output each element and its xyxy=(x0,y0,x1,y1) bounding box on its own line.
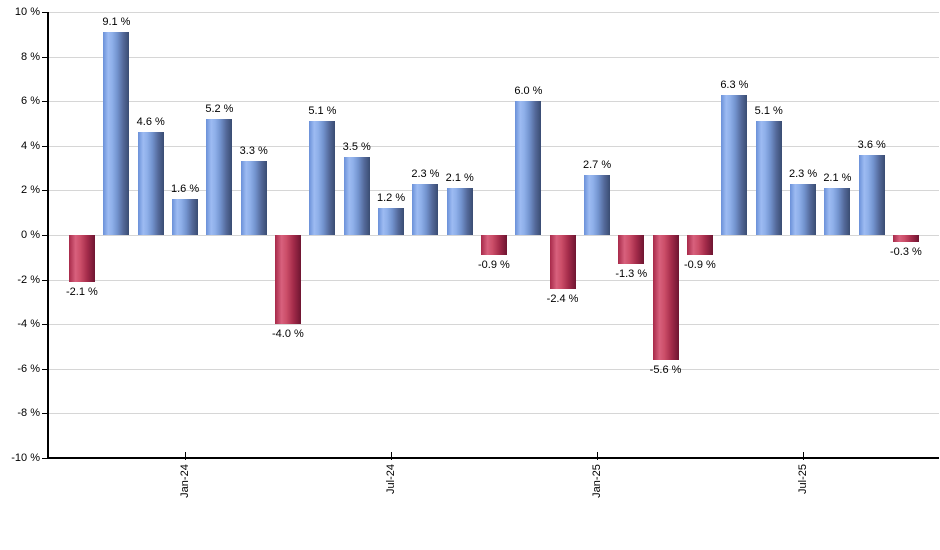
bar-value-label: -0.3 % xyxy=(889,245,922,258)
bar xyxy=(103,32,130,235)
bar xyxy=(69,235,95,282)
bar-value-label: -2.1 % xyxy=(66,285,98,298)
bar xyxy=(755,121,782,235)
bar xyxy=(858,154,885,235)
y-axis-tick xyxy=(42,12,47,13)
bar xyxy=(686,235,713,256)
x-axis-tick xyxy=(802,452,804,460)
bar-value-label: 2.3 % xyxy=(788,167,818,180)
bar xyxy=(274,235,301,325)
x-tick-label: Jan-25 xyxy=(590,464,603,498)
bar xyxy=(789,183,816,235)
y-tick-label: -4 % xyxy=(17,318,40,331)
bar-value-label: 6.3 % xyxy=(720,78,749,91)
bar-value-label: -4.0 % xyxy=(271,328,304,341)
y-tick-label: -8 % xyxy=(17,407,40,420)
bar-value-label: 2.1 % xyxy=(445,172,474,185)
bar-value-label: 2.3 % xyxy=(411,167,440,180)
bar-value-label: 5.1 % xyxy=(308,105,337,118)
bar-value-label: -0.9 % xyxy=(683,259,716,272)
bar xyxy=(652,235,679,360)
gridline xyxy=(48,324,939,326)
bar xyxy=(377,208,404,235)
y-axis-tick xyxy=(42,458,47,459)
bar-value-label: -0.9 % xyxy=(477,259,510,272)
bar xyxy=(206,119,233,235)
bar xyxy=(343,156,370,235)
gridline xyxy=(48,279,939,281)
x-tick-label: Jul-25 xyxy=(796,464,809,494)
y-tick-label: 10 % xyxy=(14,6,40,18)
y-axis-tick xyxy=(42,190,47,192)
gridline xyxy=(48,368,939,370)
bar-value-label: 9.1 % xyxy=(102,16,131,29)
bar xyxy=(309,121,336,235)
bar-value-label: 2.1 % xyxy=(823,172,852,185)
x-axis-tick xyxy=(596,452,598,460)
x-tick-label: Jan-24 xyxy=(178,464,191,498)
bar xyxy=(721,94,748,235)
y-tick-label: -6 % xyxy=(17,362,40,375)
y-axis-tick xyxy=(42,56,47,58)
bar xyxy=(892,235,919,242)
y-axis-tick xyxy=(42,279,47,281)
y-axis-tick xyxy=(42,101,47,103)
y-tick-label: 2 % xyxy=(21,184,40,197)
gridline xyxy=(48,413,939,415)
bar xyxy=(515,101,542,235)
y-axis-tick xyxy=(42,235,47,236)
x-axis-tick xyxy=(184,452,186,460)
bar xyxy=(412,183,439,235)
y-tick-label: 4 % xyxy=(21,139,40,152)
bar-value-label: 3.3 % xyxy=(239,145,268,158)
bar-value-label: 3.5 % xyxy=(342,140,371,153)
gridline xyxy=(48,101,939,103)
bar-value-label: 5.1 % xyxy=(754,105,783,118)
bar-value-label: 1.2 % xyxy=(376,192,406,205)
bar xyxy=(549,235,576,289)
x-tick-label: Jul-24 xyxy=(384,464,397,494)
bar-value-label: -1.3 % xyxy=(615,267,648,280)
bar-value-label: 4.6 % xyxy=(136,116,165,129)
x-axis xyxy=(47,457,939,459)
bar xyxy=(446,188,473,235)
gridline xyxy=(48,56,939,58)
gridline xyxy=(48,190,939,192)
y-axis-tick xyxy=(42,324,47,326)
y-axis-tick xyxy=(42,145,47,147)
gridline xyxy=(48,145,939,147)
bar-value-label: 2.7 % xyxy=(582,158,612,171)
bar-value-label: 1.6 % xyxy=(170,183,200,196)
y-tick-label: 0 % xyxy=(21,229,40,241)
bar-value-label: -2.4 % xyxy=(546,292,579,305)
bar-value-label: 3.6 % xyxy=(857,138,886,151)
bar xyxy=(583,174,610,235)
gridline xyxy=(48,12,939,13)
bar-value-label: -5.6 % xyxy=(649,363,682,376)
y-axis xyxy=(47,12,49,459)
y-tick-label: -10 % xyxy=(11,452,40,464)
y-tick-label: -2 % xyxy=(17,273,40,286)
bar xyxy=(171,199,198,235)
y-axis-tick xyxy=(42,368,47,370)
y-tick-label: 6 % xyxy=(21,95,40,108)
y-tick-label: 8 % xyxy=(21,50,40,63)
bar xyxy=(240,161,267,235)
bar xyxy=(480,235,507,256)
bar xyxy=(824,188,851,235)
x-axis-tick xyxy=(390,452,392,460)
bar-value-label: 6.0 % xyxy=(514,85,543,98)
bar xyxy=(618,235,645,264)
bar xyxy=(137,132,164,235)
y-axis-tick xyxy=(42,413,47,415)
bar-value-label: 5.2 % xyxy=(205,103,234,116)
